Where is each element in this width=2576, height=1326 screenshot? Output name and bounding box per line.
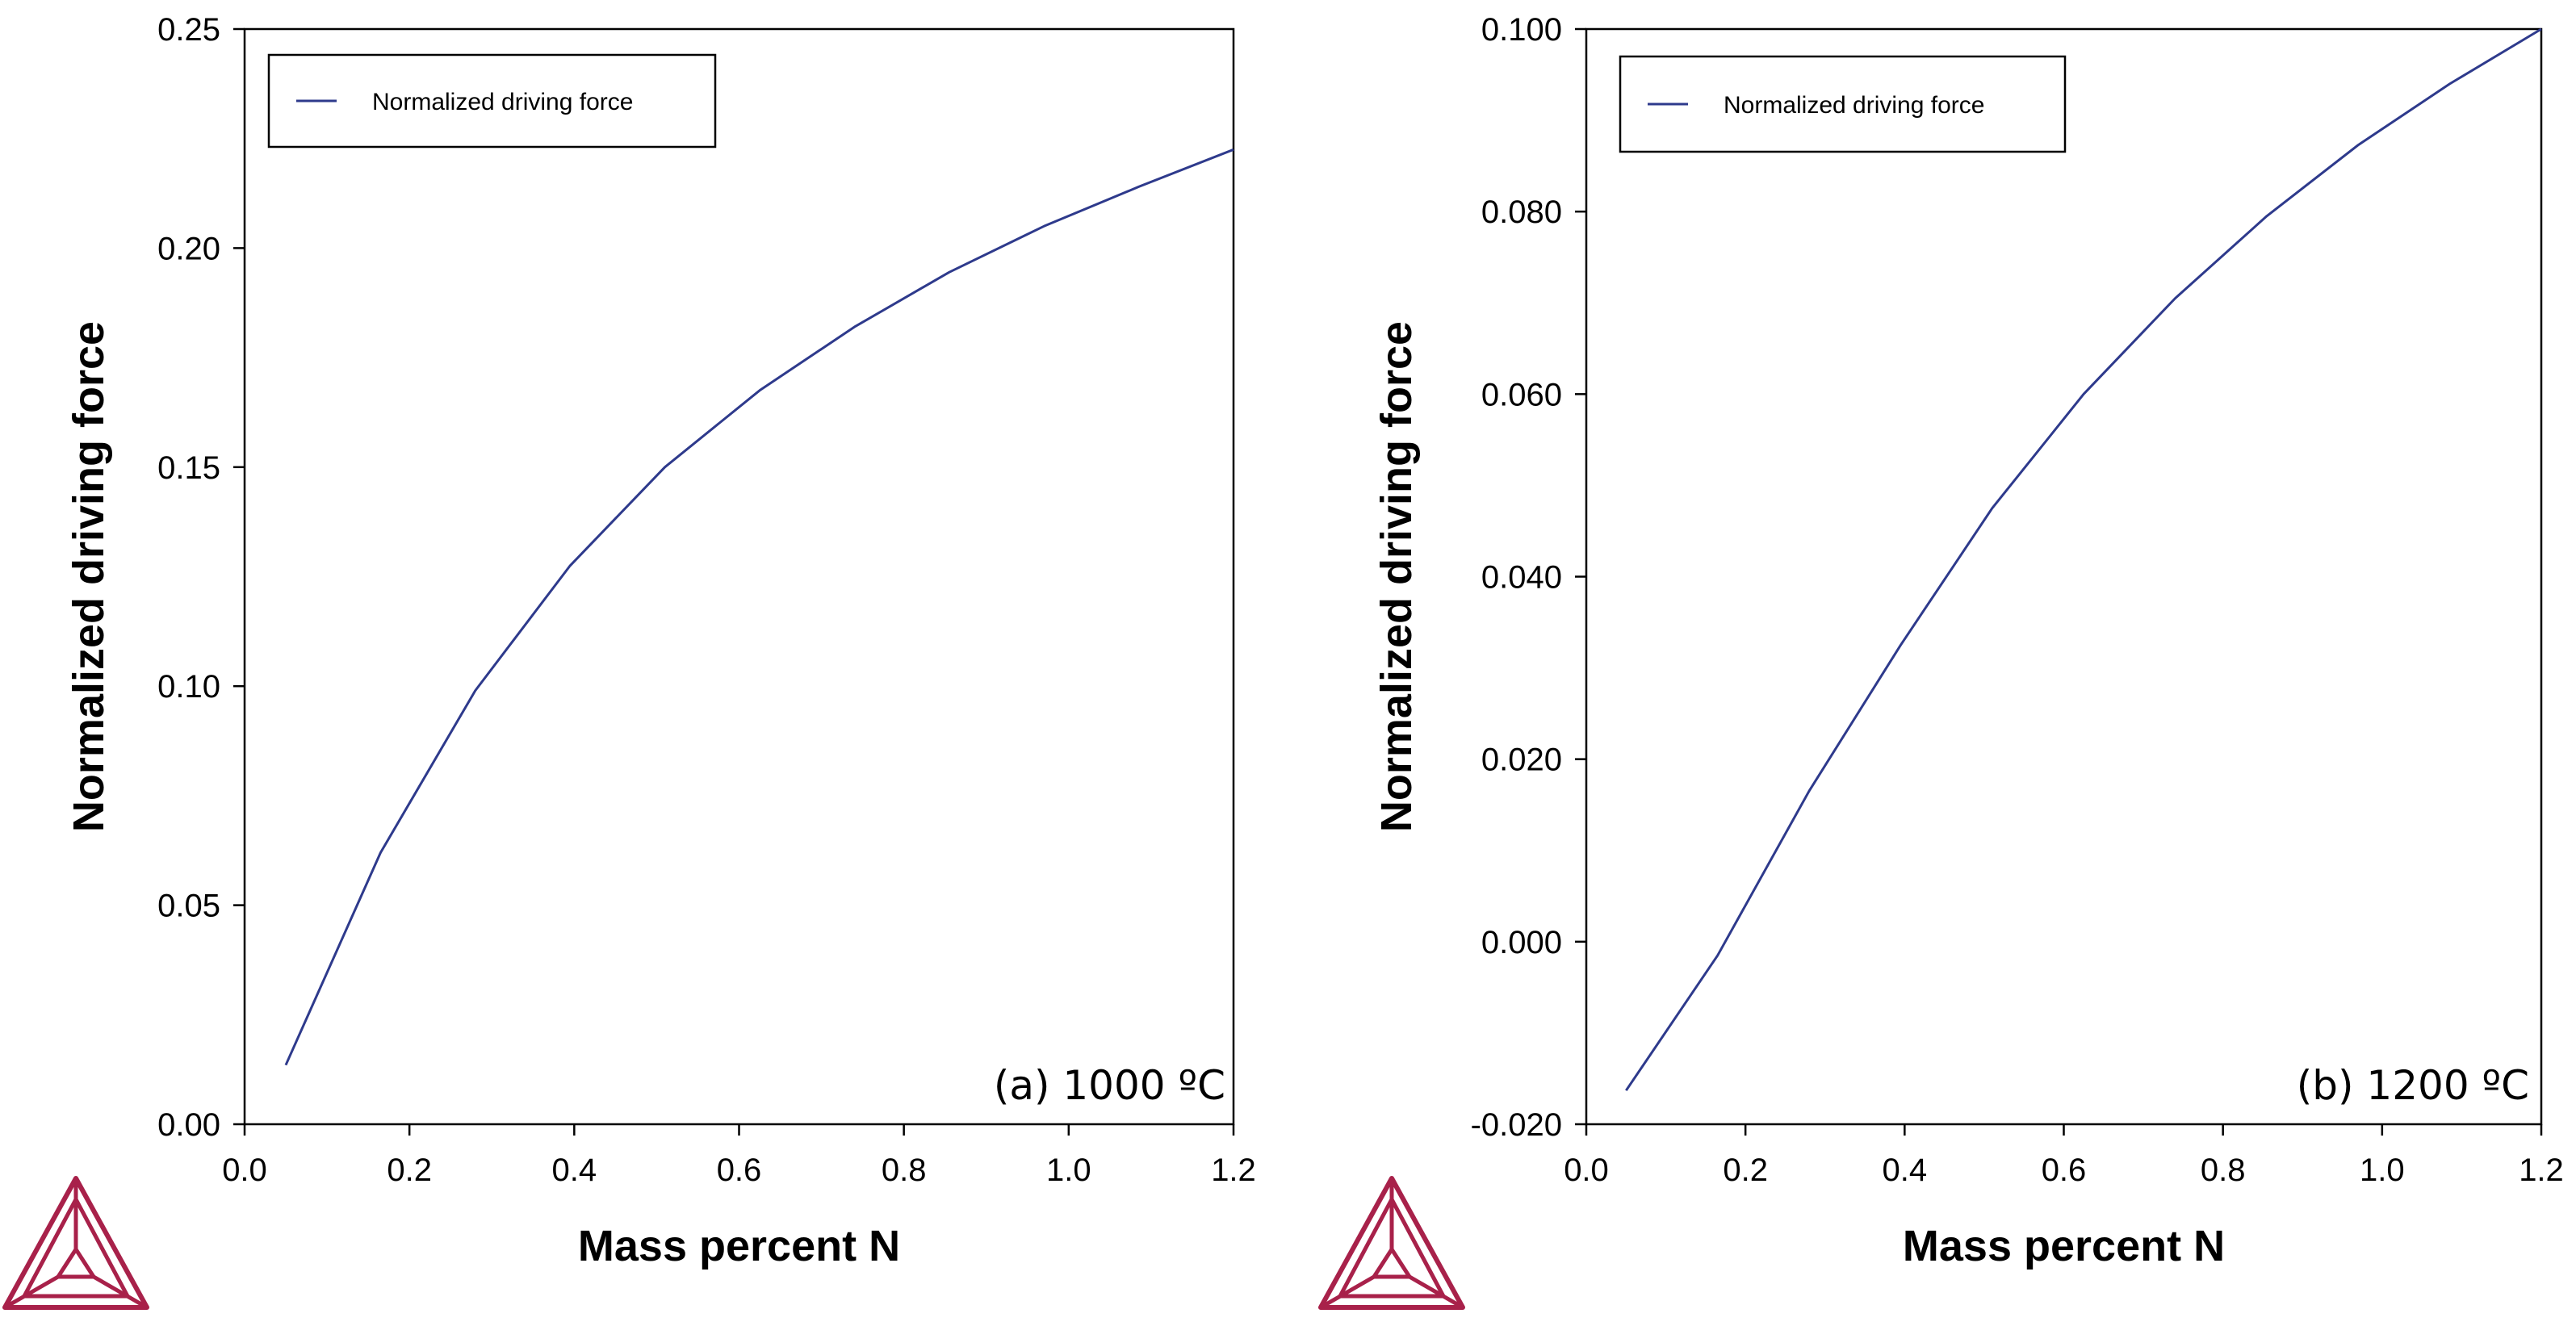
x-tick-label: 1.2: [1211, 1152, 1256, 1188]
series-line-1: [1625, 27, 2542, 1092]
y-tick-label: 0.000: [1481, 925, 1562, 960]
y-tick-label: -0.020: [1471, 1107, 1562, 1143]
panel-label: (a) 1000 ºC: [994, 1062, 1225, 1109]
y-tick-label: 0.00: [157, 1107, 220, 1143]
x-tick-label: 0.4: [552, 1152, 597, 1188]
x-axis-title: Mass percent N: [578, 1222, 900, 1270]
y-tick-label: 0.05: [157, 889, 220, 924]
x-tick-label: 0.8: [882, 1152, 927, 1188]
y-tick-label: 0.25: [157, 12, 220, 48]
y-tick-label: 0.040: [1481, 560, 1562, 596]
chart-panel-1: 0.0 0.2 0.4 0.6 0.8 1.0 1.2 0.00 0.05 0.10 0.15 0.2…: [2, 12, 1256, 1310]
y-tick-label: 0.10: [157, 669, 220, 705]
plot-frame: [243, 27, 1235, 1126]
y-axis-title: Normalized driving force: [1372, 321, 1421, 832]
x-tick-label: 1.0: [2360, 1152, 2405, 1188]
x-tick-label: 0.6: [717, 1152, 762, 1188]
x-tick-label: 0.0: [1564, 1152, 1609, 1188]
y-tick-label: 0.100: [1481, 12, 1562, 48]
x-tick-label: 0.2: [387, 1152, 432, 1188]
legend-box: [267, 53, 717, 148]
series-line-1: [284, 148, 1234, 1066]
legend: Normalized driving force: [267, 53, 717, 148]
triangle-logo-icon: [2, 1176, 149, 1310]
plot-frame: [1585, 27, 2543, 1126]
y-tick-label: 0.15: [157, 450, 220, 486]
x-tick-label: 0.2: [1723, 1152, 1768, 1188]
triangle-logo-icon: [1318, 1176, 1465, 1310]
x-tick-label: 1.0: [1046, 1152, 1091, 1188]
x-tick-label: 0.0: [222, 1152, 267, 1188]
x-tick-label: 0.4: [1883, 1152, 1928, 1188]
y-tick-label: 0.20: [157, 231, 220, 266]
y-tick-label: 0.060: [1481, 377, 1562, 412]
y-axis-title: Normalized driving force: [65, 321, 113, 832]
x-tick-label: 0.8: [2201, 1152, 2246, 1188]
chart-panel-2: 0.0 0.2 0.4 0.6 0.8 1.0 1.2 -0.020 0.000 0.020 0.0…: [1318, 12, 2564, 1310]
y-tick-label: 0.080: [1481, 195, 1562, 230]
legend-box: [1619, 55, 2067, 153]
y-tick-label: 0.020: [1481, 742, 1562, 778]
legend: Normalized driving force: [1619, 55, 2067, 153]
legend-entry: Normalized driving force: [1724, 92, 1984, 119]
panel-label: (b) 1200 ºC: [2297, 1062, 2529, 1109]
legend-entry: Normalized driving force: [372, 89, 633, 115]
x-tick-label: 1.2: [2519, 1152, 2564, 1188]
x-axis-title: Mass percent N: [1903, 1222, 2225, 1270]
x-tick-label: 0.6: [2042, 1152, 2087, 1188]
